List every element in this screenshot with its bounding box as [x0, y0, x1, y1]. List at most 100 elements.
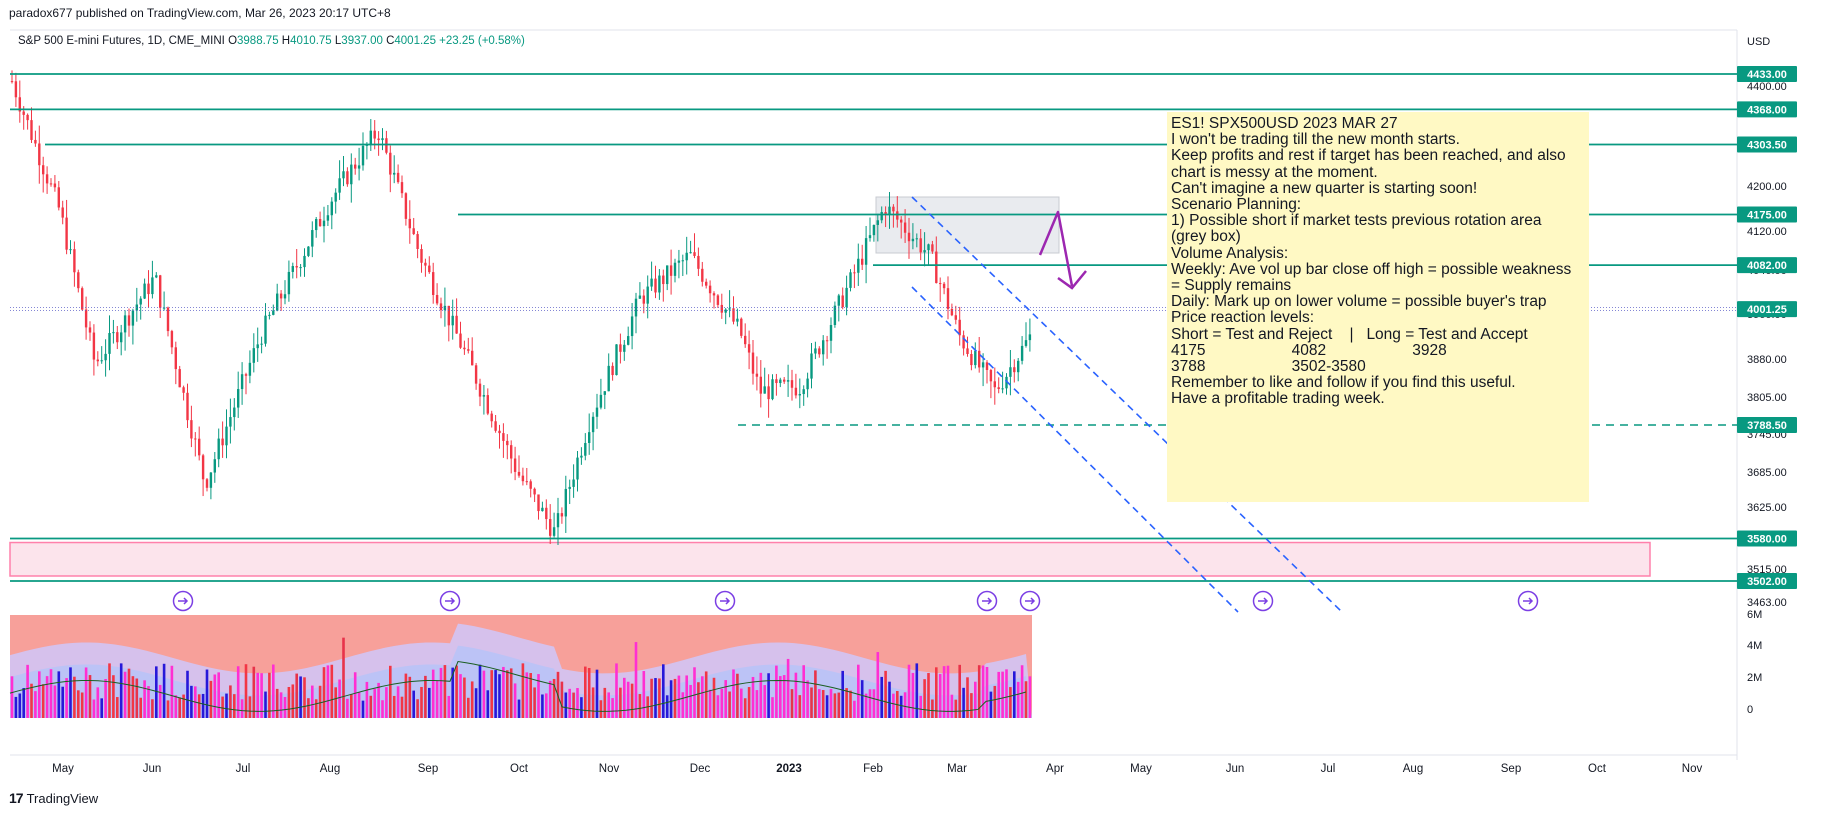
volume-bar [135, 678, 139, 718]
volume-ma-line [9, 661, 1027, 712]
candle-body [287, 271, 291, 295]
candle-body [974, 350, 977, 366]
candle-body [584, 442, 587, 456]
candle-body [1013, 367, 1016, 373]
candle-body [283, 294, 287, 299]
candle-body [506, 440, 509, 446]
analysis-note: ES1! SPX500USD 2023 MAR 27 I won't be tr… [1167, 112, 1589, 502]
volume-bar [782, 675, 786, 718]
volume-bar [474, 688, 478, 718]
level-badge: 4082.00 [1737, 257, 1797, 274]
volume-bar [552, 678, 556, 718]
volume-bar [470, 681, 474, 718]
time-tick-label: Nov [599, 763, 620, 775]
volume-bar [498, 674, 501, 718]
candle-body [494, 421, 497, 431]
candle-body [786, 380, 790, 382]
short-arrow [1038, 210, 1074, 287]
volume-bar [814, 670, 817, 718]
dividend-event-icon[interactable] [172, 590, 194, 612]
candle-body [170, 331, 174, 348]
candle-body [260, 343, 263, 345]
volume-bar [899, 695, 903, 718]
volume-bar [1028, 676, 1032, 718]
candle-body [907, 232, 911, 242]
candle-body [740, 318, 743, 336]
candle-body [541, 507, 544, 512]
candle-body [439, 303, 443, 311]
volume-bar [116, 697, 119, 718]
note-line: I won't be trading till the new month st… [1171, 131, 1460, 149]
price-tick-label: 3463.00 [1747, 597, 1787, 609]
volume-bar [779, 676, 782, 718]
volume-bar [911, 672, 915, 718]
candle-body [810, 353, 813, 379]
candle-body [689, 252, 692, 254]
candle-body [178, 369, 181, 388]
dividend-event-icon[interactable] [439, 590, 461, 612]
volume-bar [529, 673, 532, 718]
candle-body [151, 277, 154, 295]
volume-bar [931, 699, 934, 718]
candle-body [876, 220, 879, 225]
volume-bar [275, 688, 279, 718]
candle-body [252, 348, 255, 363]
volume-bar [455, 665, 458, 718]
time-tick-label: Mar [947, 763, 967, 775]
price-axis: 4400.004200.004120.004040.003960.003880.… [1737, 36, 1797, 716]
close-value: 4001.25 [394, 35, 436, 47]
candle-body [424, 262, 427, 266]
volume-bar [334, 687, 337, 718]
event-marker-arrow [445, 597, 456, 605]
volume-bar [30, 683, 33, 718]
candle-body [935, 251, 938, 284]
volume-bar [892, 693, 895, 718]
split-event-icon[interactable] [1019, 590, 1041, 612]
volume-bar [14, 696, 18, 718]
volume-bar [244, 664, 248, 718]
candle-body [981, 362, 985, 368]
level-badge-text: 4433.00 [1747, 69, 1787, 81]
volume-bar [123, 671, 127, 718]
time-tick-label: Dec [690, 763, 711, 775]
symbol-legend: S&P 500 E-mini Futures, 1D, CME_MINI O39… [18, 35, 525, 47]
volume-bar [841, 670, 844, 718]
tradingview-brand[interactable]: 17 TradingView [9, 790, 98, 806]
candle-body [26, 114, 29, 121]
time-tick-label: Oct [1588, 763, 1607, 775]
candle-body [736, 318, 739, 322]
volume-bar [377, 682, 380, 718]
candle-body [357, 165, 361, 169]
time-tick-label: Sep [418, 763, 438, 775]
candle-body [798, 394, 801, 396]
short-arrow-head [1057, 270, 1087, 290]
dividend-event-icon[interactable] [1252, 590, 1274, 612]
price-tick-label: 4400.00 [1747, 81, 1787, 93]
volume-bar [837, 692, 841, 718]
volume-bar [771, 697, 774, 718]
candle-body [525, 481, 528, 483]
volume-bar [490, 670, 493, 718]
dividend-event-icon[interactable] [714, 590, 736, 612]
candle-body [962, 335, 965, 349]
volume-bar [572, 692, 575, 718]
dividend-event-icon[interactable] [1517, 590, 1539, 612]
candle-body [744, 335, 747, 345]
volume-bar [100, 698, 103, 718]
candle-body [588, 432, 591, 443]
candle-body [334, 192, 337, 202]
dividend-event-icon[interactable] [976, 590, 998, 612]
candle-body [510, 445, 513, 459]
candle-body [116, 332, 119, 343]
price-tick-label: 4120.00 [1747, 226, 1787, 238]
candle-body [814, 348, 817, 354]
candle-body [576, 457, 579, 480]
candle-body [244, 374, 248, 376]
candle-body [837, 295, 840, 306]
volume-bar [587, 667, 591, 718]
candle-body [198, 438, 201, 456]
level-badge: 3580.00 [1737, 530, 1797, 547]
candle-body [61, 207, 64, 218]
candle-body [989, 369, 993, 382]
